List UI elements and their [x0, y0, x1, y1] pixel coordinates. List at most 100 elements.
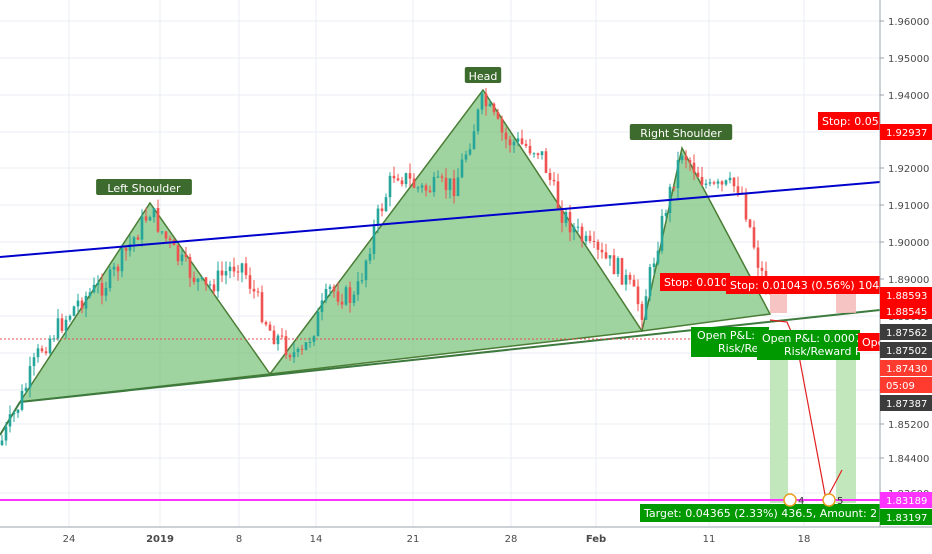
price-badge-bg [880, 360, 932, 376]
candle-body [456, 177, 460, 197]
candle-body [20, 390, 24, 410]
price-badge-bg [880, 124, 932, 140]
candle-body [240, 263, 244, 273]
candle-body [440, 176, 444, 178]
candle-body [548, 172, 552, 180]
candle-body [648, 267, 652, 297]
price-badge: 1.87430 [886, 364, 927, 375]
candle-body [68, 315, 72, 320]
open-label-short-bg [858, 333, 880, 351]
candle-body [112, 266, 116, 270]
candle-body [376, 208, 380, 226]
price-badge: 1.87387 [886, 399, 927, 410]
candle-body [744, 193, 748, 220]
candle-body [24, 387, 28, 391]
candle-body [388, 175, 392, 198]
price-badge: 1.87562 [886, 328, 927, 339]
candle-body [340, 301, 344, 305]
candle-body [164, 231, 168, 239]
candle-body [200, 277, 204, 279]
marker-4: 4 [798, 496, 804, 507]
candle-body [380, 208, 384, 212]
price-badge: 1.88545 [886, 307, 927, 318]
candle-body [372, 225, 376, 254]
candle-body [56, 318, 60, 339]
candle-body [136, 237, 140, 240]
candle-body [556, 181, 560, 209]
candle-body [204, 277, 208, 285]
candle-body [644, 296, 648, 320]
candle-body [540, 151, 544, 156]
candle-body [484, 93, 488, 107]
candle-body [580, 226, 584, 242]
candle-body [80, 300, 84, 309]
risk-reward-2: Risk/Reward R [784, 345, 863, 358]
candle-body [16, 409, 20, 413]
candle-body [324, 288, 328, 301]
candle-body [576, 226, 580, 228]
candle-body [452, 178, 456, 197]
candle-body [316, 311, 320, 337]
candle-body [416, 187, 420, 189]
y-tick-label: 1.95000 [888, 54, 929, 65]
target-label: Target: 0.04365 (2.33%) 436.5, Amount: 2 [643, 507, 877, 520]
head-label: Head [469, 70, 498, 83]
candle-body [44, 351, 48, 354]
candle-body [724, 180, 728, 185]
candle-body [384, 197, 388, 212]
candle-body [656, 250, 660, 264]
candle-body [516, 138, 520, 142]
target-zone [770, 345, 788, 503]
grid [0, 0, 880, 527]
candle-body [396, 178, 400, 181]
candle-body [88, 292, 92, 296]
candle-body [176, 245, 180, 262]
candle-body [732, 177, 736, 187]
candle-body [544, 151, 548, 173]
candle-body [632, 279, 636, 287]
price-badge: 1.88593 [886, 291, 927, 302]
stop-label-top-bg [818, 112, 880, 130]
candle-body [364, 260, 368, 281]
candle-body [228, 266, 232, 272]
candle-body [344, 287, 348, 305]
candle-body [212, 284, 216, 292]
candle-body [4, 426, 8, 441]
trend-line [0, 181, 881, 258]
candle-body [636, 286, 640, 305]
candle-body [500, 118, 504, 133]
candle-body [412, 178, 416, 188]
x-tick-label: Feb [586, 534, 606, 545]
candle-body [492, 103, 496, 113]
candle-body [468, 149, 472, 155]
candle-body [420, 185, 424, 188]
candle-body [304, 342, 308, 350]
candle-body [720, 181, 724, 185]
candle-body [348, 287, 352, 303]
candle-body [692, 162, 696, 173]
candle-body [84, 295, 88, 309]
x-tick-label: 18 [798, 534, 811, 545]
y-tick-label: 1.96000 [888, 17, 929, 28]
x-tick-label: 14 [310, 534, 323, 545]
x-tick-label: 28 [505, 534, 518, 545]
candle-body [520, 138, 524, 144]
y-tick-label: 1.84400 [888, 454, 929, 465]
candle-body [244, 263, 248, 276]
candle-body [224, 271, 228, 276]
candle-body [208, 284, 212, 286]
candle-body [688, 160, 692, 163]
candle-body [248, 275, 252, 289]
candle-body [480, 93, 484, 110]
risk-reward-1: Risk/Re [718, 342, 759, 355]
candle-body [460, 159, 464, 178]
candle-body [684, 155, 688, 161]
candle-body [524, 143, 528, 146]
left-shoulder-label-bg [96, 179, 192, 195]
candle-body [652, 263, 656, 268]
price-badge-bg [880, 287, 932, 303]
candle-body [352, 294, 356, 303]
candle-body [296, 348, 300, 353]
candle-body [508, 139, 512, 146]
candle-body [100, 282, 104, 296]
